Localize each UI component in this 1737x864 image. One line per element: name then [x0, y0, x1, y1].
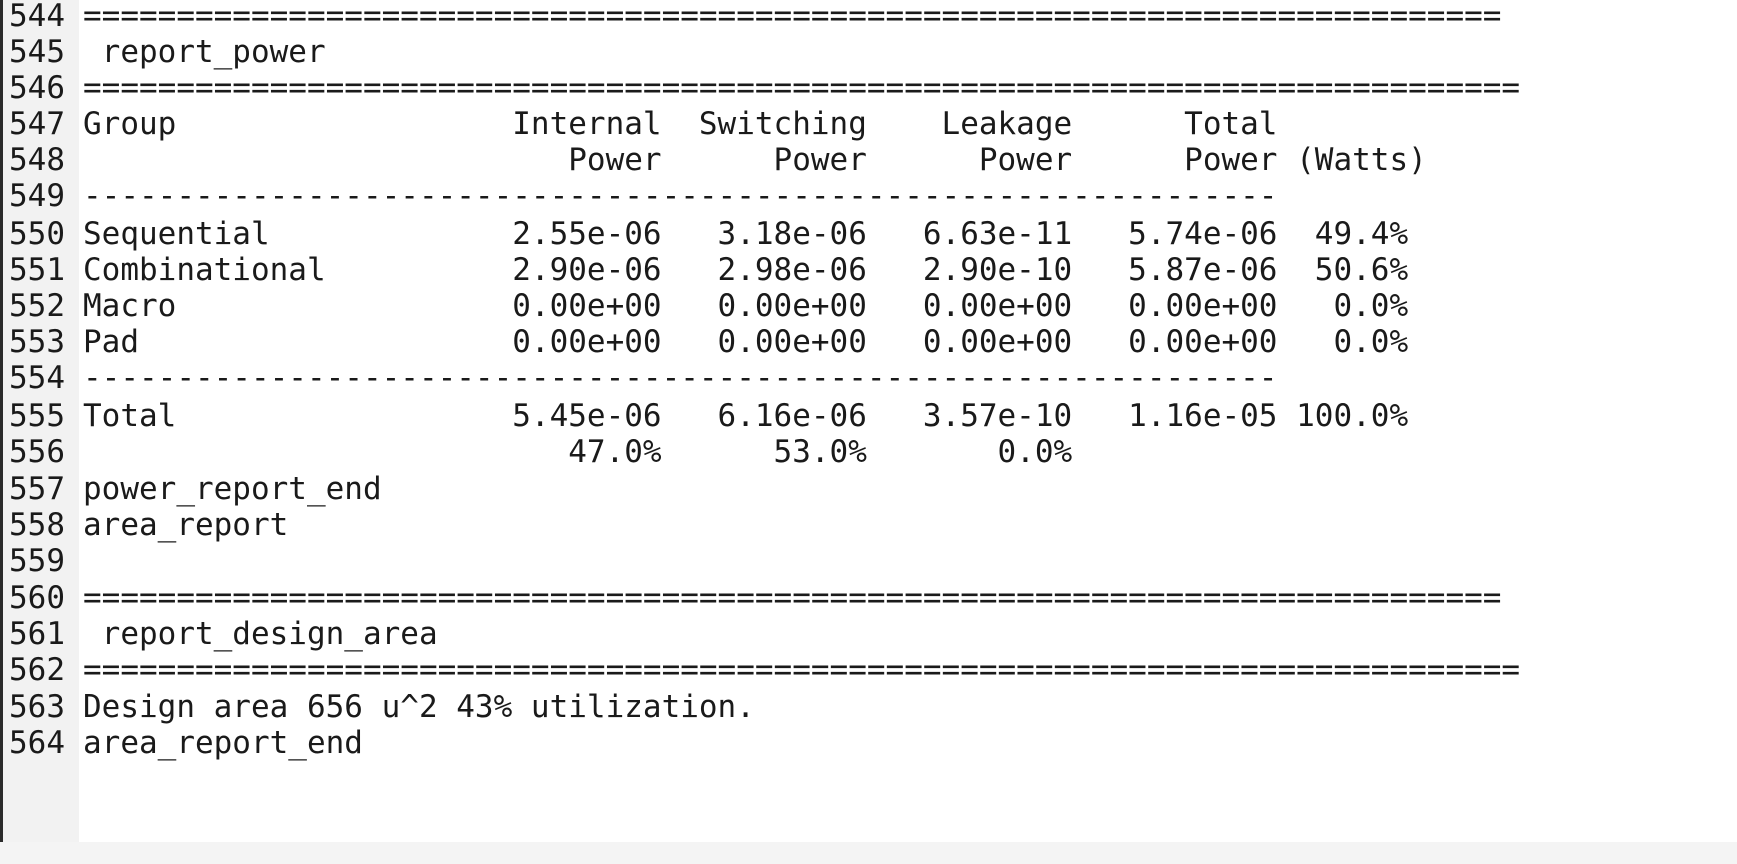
- line-text[interactable]: Sequential 2.55e-06 3.18e-06 6.63e-11 5.…: [83, 216, 1409, 252]
- editor-line[interactable]: 561 report_design_area: [3, 614, 1737, 655]
- editor-line[interactable]: 554 -------------------------------------…: [3, 358, 1737, 399]
- editor-line[interactable]: 546 =====================================…: [3, 68, 1737, 109]
- editor-line[interactable]: 552 Macro 0.00e+00 0.00e+00 0.00e+00 0.00…: [3, 286, 1737, 327]
- editor-line[interactable]: 544 =====================================…: [3, 0, 1737, 37]
- line-text[interactable]: Macro 0.00e+00 0.00e+00 0.00e+00 0.00e+0…: [83, 288, 1409, 324]
- line-number: 544: [9, 0, 65, 34]
- line-number: 558: [9, 507, 65, 543]
- line-text[interactable]: Design area 656 u^2 43% utilization.: [83, 689, 755, 725]
- editor-line[interactable]: 550 Sequential 2.55e-06 3.18e-06 6.63e-11…: [3, 214, 1737, 255]
- editor-line[interactable]: 563 Design area 656 u^2 43% utilization.: [3, 687, 1737, 728]
- line-number: 561: [9, 616, 65, 652]
- line-text[interactable]: ----------------------------------------…: [83, 178, 1278, 214]
- editor-line[interactable]: 556 47.0% 53.0% 0.0%: [3, 432, 1737, 473]
- line-number: 550: [9, 216, 65, 252]
- line-text[interactable]: ========================================…: [83, 70, 1521, 106]
- line-number: 560: [9, 580, 65, 616]
- editor-line[interactable]: 545 report_power: [3, 32, 1737, 73]
- line-number: 545: [9, 34, 65, 70]
- line-number: 556: [9, 434, 65, 470]
- line-text[interactable]: report_power: [83, 34, 326, 70]
- line-number: 559: [9, 543, 65, 579]
- line-text[interactable]: power_report_end: [83, 471, 382, 507]
- line-text[interactable]: Pad 0.00e+00 0.00e+00 0.00e+00 0.00e+00 …: [83, 324, 1409, 360]
- editor-line[interactable]: 562 =====================================…: [3, 650, 1737, 691]
- editor-line[interactable]: 555 Total 5.45e-06 6.16e-06 3.57e-10 1.16…: [3, 396, 1737, 437]
- line-number: 562: [9, 652, 65, 688]
- line-number: 563: [9, 689, 65, 725]
- editor-line[interactable]: 548 Power Power Power Power (Watts): [3, 140, 1737, 181]
- line-text[interactable]: ========================================…: [83, 580, 1502, 616]
- line-text[interactable]: Group Internal Switching Leakage Total: [83, 106, 1278, 142]
- editor-line[interactable]: 557 power_report_end: [3, 469, 1737, 510]
- line-text[interactable]: report_design_area: [83, 616, 438, 652]
- bottom-strip: [0, 842, 1737, 864]
- editor-line[interactable]: 553 Pad 0.00e+00 0.00e+00 0.00e+00 0.00e+…: [3, 322, 1737, 363]
- line-number: 551: [9, 252, 65, 288]
- line-text[interactable]: ========================================…: [83, 652, 1521, 688]
- editor-line[interactable]: 559: [3, 541, 1737, 582]
- line-number: 557: [9, 471, 65, 507]
- line-text[interactable]: Total 5.45e-06 6.16e-06 3.57e-10 1.16e-0…: [83, 398, 1409, 434]
- line-number: 552: [9, 288, 65, 324]
- line-text[interactable]: area_report_end: [83, 725, 363, 761]
- text-editor[interactable]: 544 =====================================…: [0, 0, 1737, 842]
- line-text[interactable]: Power Power Power Power (Watts): [83, 142, 1427, 178]
- line-number: 554: [9, 360, 65, 396]
- editor-line[interactable]: 547 Group Internal Switching Leakage Tota…: [3, 104, 1737, 145]
- line-number: 549: [9, 178, 65, 214]
- line-number-gutter: [3, 0, 79, 842]
- line-text[interactable]: ========================================…: [83, 0, 1502, 34]
- line-number: 564: [9, 725, 65, 761]
- editor-line[interactable]: 560 =====================================…: [3, 578, 1737, 619]
- editor-line[interactable]: 564 area_report_end: [3, 723, 1737, 764]
- line-number: 555: [9, 398, 65, 434]
- editor-line[interactable]: 558 area_report: [3, 505, 1737, 546]
- editor-line[interactable]: 549 -------------------------------------…: [3, 176, 1737, 217]
- line-number: 546: [9, 70, 65, 106]
- editor-line[interactable]: 551 Combinational 2.90e-06 2.98e-06 2.90e…: [3, 250, 1737, 291]
- line-text[interactable]: ----------------------------------------…: [83, 360, 1278, 396]
- line-text[interactable]: area_report: [83, 507, 289, 543]
- line-number: 547: [9, 106, 65, 142]
- line-number: 548: [9, 142, 65, 178]
- line-text[interactable]: 47.0% 53.0% 0.0%: [83, 434, 1073, 470]
- line-number: 553: [9, 324, 65, 360]
- line-text[interactable]: Combinational 2.90e-06 2.98e-06 2.90e-10…: [83, 252, 1409, 288]
